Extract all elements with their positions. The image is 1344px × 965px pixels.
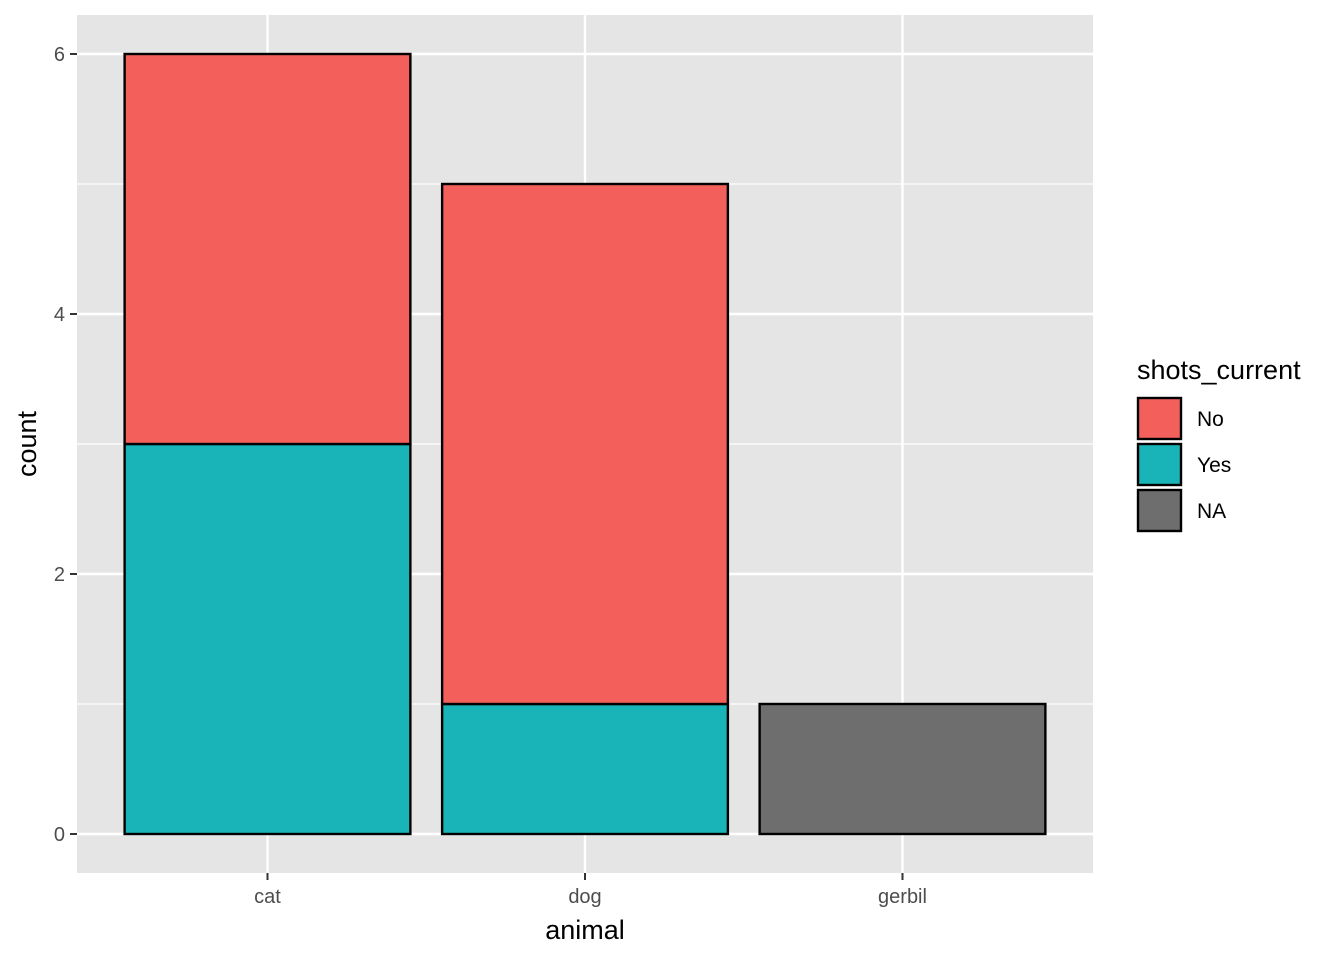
y-tick-label: 6 — [54, 44, 65, 66]
bars — [123, 52, 1047, 836]
y-tick-label: 4 — [54, 304, 65, 326]
y-tick-label: 2 — [54, 564, 65, 586]
x-tick-label-gerbil: gerbil — [878, 886, 927, 908]
legend-title: shots_current — [1137, 355, 1301, 385]
y-axis-title: count — [12, 410, 42, 477]
legend-label-no: No — [1197, 408, 1224, 431]
x-axis-title: animal — [545, 915, 625, 945]
bar-segment-dog-no — [440, 182, 730, 706]
x-tick-label-cat: cat — [254, 886, 281, 908]
bar-segment-cat-yes — [123, 442, 412, 836]
legend-key-no — [1136, 396, 1183, 441]
legend: shots_current No Yes NA — [1136, 355, 1301, 533]
legend-key-na — [1136, 488, 1183, 533]
bar-segment-cat-no — [123, 52, 412, 446]
legend-label-yes: Yes — [1197, 454, 1231, 477]
y-axis: 0 2 4 6 — [54, 44, 77, 846]
bar-segment-gerbil-na — [758, 702, 1047, 836]
legend-items: No Yes NA — [1136, 396, 1231, 533]
y-tick-label: 0 — [54, 824, 65, 846]
legend-label-na: NA — [1197, 500, 1226, 523]
legend-key-yes — [1136, 442, 1183, 487]
bar-segment-dog-yes — [440, 702, 730, 836]
x-axis: cat dog gerbil — [254, 873, 927, 908]
x-tick-label-dog: dog — [568, 886, 601, 908]
